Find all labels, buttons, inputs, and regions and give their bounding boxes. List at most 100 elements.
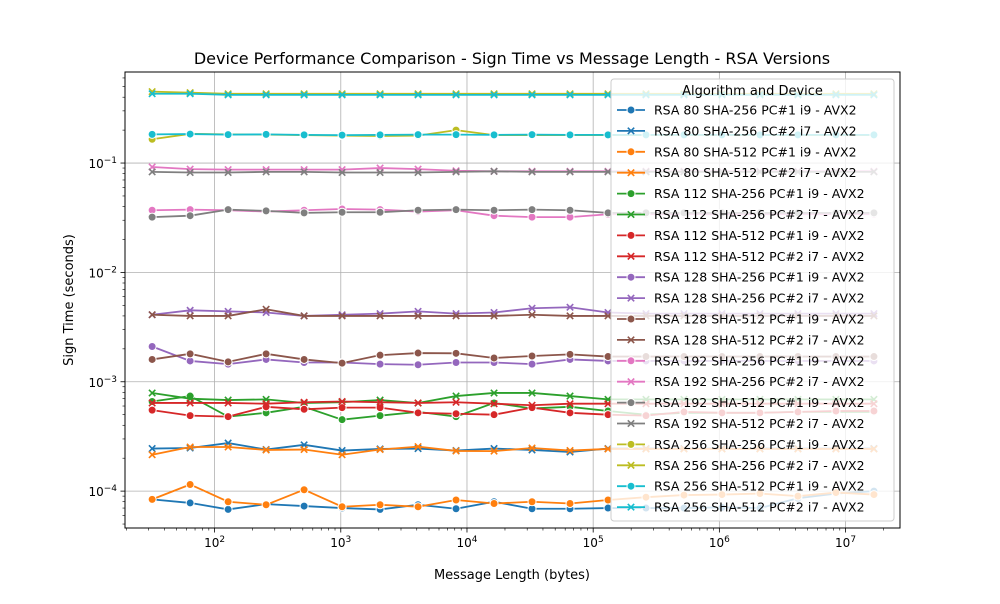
- data-point-stroke: [224, 443, 232, 451]
- data-point-stroke: [566, 168, 574, 176]
- legend-label: RSA 256 SHA-512 PC#1 i9 - AVX2: [654, 479, 865, 494]
- data-point-stroke: [566, 91, 574, 99]
- data-point: [452, 447, 460, 455]
- data-point-stroke: [186, 168, 194, 177]
- data-point-stroke: [262, 446, 270, 454]
- legend-marker: [626, 439, 636, 449]
- legend-marker: [627, 127, 635, 135]
- data-point: [451, 504, 461, 514]
- data-point-stroke: [300, 312, 308, 320]
- legend: Algorithm and Device RSA 80 SHA-256 PC#1 …: [610, 78, 895, 522]
- data-point-stroke: [338, 312, 346, 320]
- data-point: [223, 497, 233, 507]
- data-point: [186, 443, 194, 451]
- data-point: [147, 212, 157, 222]
- data-point: [527, 359, 537, 369]
- legend-item: RSA 256 SHA-512 PC#1 i9 - AVX2: [617, 479, 865, 494]
- data-point-stroke: [148, 87, 156, 96]
- data-point-stroke: [338, 310, 346, 319]
- data-point: [376, 168, 384, 177]
- data-point: [376, 398, 384, 406]
- data-point: [262, 399, 270, 408]
- data-point-stroke: [528, 310, 536, 319]
- y-tick-label: 10−3: [88, 375, 117, 390]
- legend-label: RSA 112 SHA-512 PC#2 i7 - AVX2: [654, 249, 865, 264]
- legend-item: RSA 128 SHA-256 PC#2 i7 - AVX2: [617, 291, 865, 306]
- data-point: [413, 360, 423, 370]
- data-point: [337, 502, 347, 512]
- data-point: [186, 399, 194, 407]
- data-point: [299, 354, 309, 364]
- legend-marker: [626, 105, 636, 115]
- data-point-stroke: [414, 91, 422, 99]
- legend-marker-stroke: [627, 377, 635, 386]
- data-point: [147, 405, 157, 415]
- legend-marker: [626, 272, 636, 282]
- data-point-stroke: [338, 450, 346, 459]
- data-point-stroke: [224, 312, 232, 320]
- data-point: [375, 350, 385, 360]
- data-point: [261, 349, 271, 359]
- data-point: [451, 358, 461, 368]
- data-point: [528, 168, 536, 176]
- data-point: [148, 444, 156, 453]
- data-point: [452, 168, 460, 176]
- data-point-stroke: [338, 397, 346, 406]
- data-point: [337, 207, 347, 217]
- data-point-stroke: [186, 90, 194, 98]
- data-point: [490, 447, 498, 455]
- data-point: [262, 91, 270, 99]
- legend-item: RSA 80 SHA-256 PC#2 i7 - AVX2: [617, 123, 857, 138]
- data-point: [566, 399, 574, 408]
- data-point-stroke: [528, 444, 536, 452]
- legend-marker: [627, 377, 635, 386]
- legend-marker: [626, 314, 636, 324]
- legend-label: RSA 112 SHA-256 PC#2 i7 - AVX2: [654, 207, 865, 222]
- data-point: [414, 399, 422, 407]
- data-point: [148, 389, 156, 397]
- data-point: [375, 411, 385, 421]
- data-point: [527, 130, 537, 140]
- data-point-stroke: [490, 447, 498, 455]
- data-point: [299, 208, 309, 218]
- legend-item: RSA 112 SHA-512 PC#2 i7 - AVX2: [617, 249, 865, 264]
- data-point: [148, 399, 156, 407]
- data-point: [337, 130, 347, 140]
- data-point-stroke: [376, 312, 384, 320]
- legend-label: RSA 128 SHA-512 PC#2 i7 - AVX2: [654, 332, 865, 347]
- data-point: [528, 91, 536, 99]
- data-point: [300, 91, 308, 99]
- legend-marker: [627, 210, 635, 219]
- data-point-stroke: [604, 399, 612, 408]
- legend-item: RSA 112 SHA-256 PC#1 i9 - AVX2: [617, 186, 865, 201]
- legend-label: RSA 80 SHA-512 PC#1 i9 - AVX2: [654, 144, 857, 159]
- data-point-stroke: [490, 389, 498, 397]
- data-point: [186, 312, 194, 320]
- data-point: [299, 404, 309, 414]
- data-point: [186, 168, 194, 177]
- data-point: [338, 397, 346, 406]
- data-point: [528, 304, 536, 313]
- data-point-stroke: [528, 304, 536, 313]
- data-point: [338, 168, 346, 177]
- data-point: [566, 312, 574, 320]
- data-point-stroke: [604, 91, 612, 99]
- data-point: [566, 392, 574, 400]
- data-point: [299, 485, 309, 495]
- data-point-stroke: [148, 389, 156, 397]
- legend-item: RSA 80 SHA-256 PC#1 i9 - AVX2: [617, 103, 857, 118]
- data-point-stroke: [490, 399, 498, 408]
- legend-marker: [627, 503, 635, 511]
- data-point: [489, 499, 499, 509]
- legend-marker: [627, 461, 635, 470]
- data-point: [337, 415, 347, 425]
- data-point: [376, 312, 384, 320]
- legend-item: RSA 192 SHA-256 PC#1 i9 - AVX2: [617, 353, 865, 368]
- legend-item: RSA 128 SHA-512 PC#2 i7 - AVX2: [617, 332, 865, 347]
- data-point-stroke: [148, 90, 156, 98]
- data-point-stroke: [414, 442, 422, 451]
- data-point-stroke: [148, 310, 156, 319]
- data-point: [413, 130, 423, 140]
- data-point: [262, 168, 270, 176]
